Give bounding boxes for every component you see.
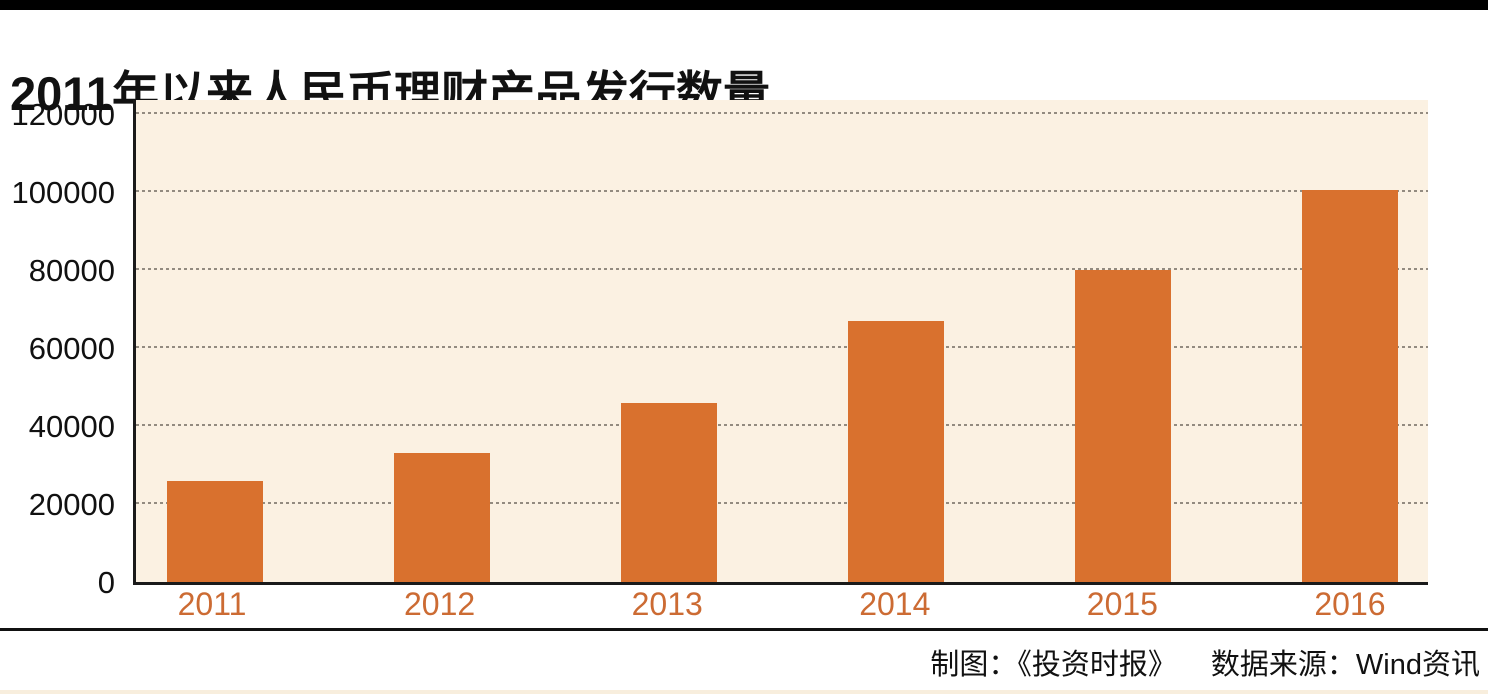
y-tick-label-20000: 20000 [28, 487, 115, 522]
chart-credit: 制图：《投资时报》 [930, 649, 1177, 681]
gridline-100000 [136, 190, 1428, 192]
y-tick-label-40000: 40000 [28, 409, 115, 444]
gridline-120000 [136, 112, 1428, 114]
y-tick-label-80000: 80000 [28, 253, 115, 288]
bar-2016 [1302, 190, 1398, 582]
bar-2014 [848, 321, 944, 582]
x-axis-labels: 2011 2012 2013 2014 2015 2016 [133, 586, 1428, 623]
bar-2015 [1075, 270, 1171, 582]
gridline-80000 [136, 268, 1428, 270]
y-tick-label-120000: 120000 [11, 97, 115, 132]
bar-2013 [621, 403, 717, 582]
footer-separator-line [0, 628, 1488, 631]
top-border-bar [0, 0, 1488, 10]
bar-2011 [167, 481, 263, 582]
gridline-60000 [136, 346, 1428, 348]
x-tick-label-2013: 2013 [631, 586, 703, 622]
bottom-border-line [0, 690, 1488, 694]
y-tick-label-0: 0 [97, 565, 115, 600]
x-tick-label-2015: 2015 [1086, 586, 1158, 622]
x-tick-label-2012: 2012 [404, 586, 476, 622]
gridline-40000 [136, 424, 1428, 426]
y-tick-label-60000: 60000 [28, 331, 115, 366]
x-tick-label-2014: 2014 [859, 586, 931, 622]
data-source: 数据来源：Wind资讯 [1210, 649, 1480, 681]
bars-layer [136, 100, 1428, 582]
x-tick-label-2016: 2016 [1314, 586, 1386, 622]
plot-area [133, 100, 1428, 585]
y-tick-label-100000: 100000 [11, 175, 115, 210]
gridline-20000 [136, 502, 1428, 504]
bar-2012 [394, 453, 490, 582]
x-tick-label-2011: 2011 [177, 586, 247, 622]
footer-credits: 制图：《投资时报》 数据来源：Wind资讯 [930, 641, 1480, 683]
